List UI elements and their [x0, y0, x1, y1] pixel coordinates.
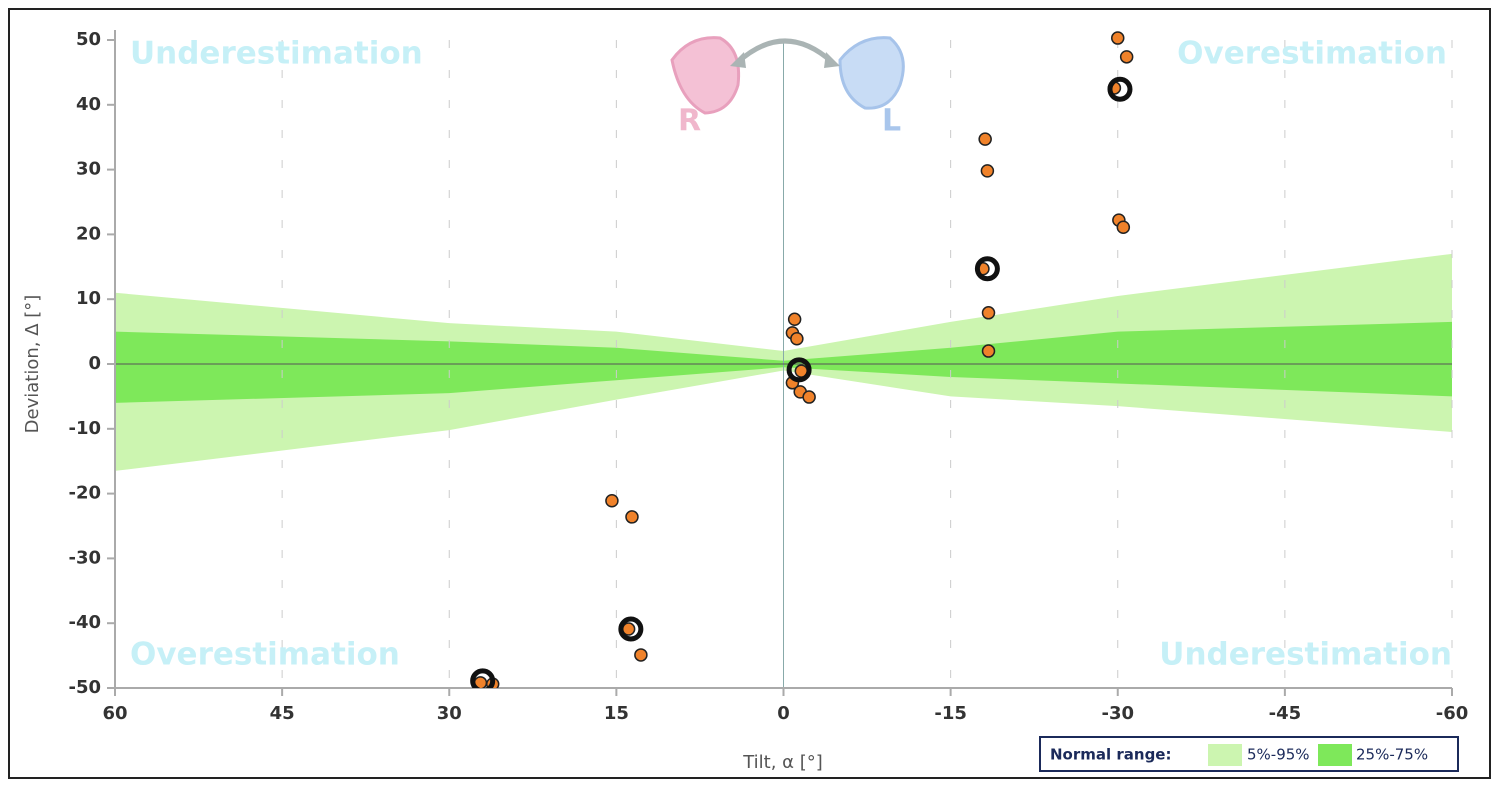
data-point — [1116, 220, 1131, 235]
arrow — [736, 38, 834, 64]
legend-box — [1039, 736, 1459, 772]
points — [470, 31, 1134, 688]
x-tick-label: -30 — [1101, 703, 1134, 724]
y-tick-label: 50 — [76, 29, 101, 50]
y-tick-label: 30 — [76, 159, 101, 180]
x-tick-label: 0 — [777, 703, 790, 724]
legend-title: Normal range: — [1050, 746, 1171, 764]
annotation: Overestimation — [130, 637, 400, 673]
x-tick-label: 15 — [604, 703, 629, 724]
y-tick-label: -10 — [68, 418, 101, 439]
legend-label: 5%-95% — [1247, 746, 1310, 764]
y-tick-label: 20 — [76, 223, 101, 244]
data-point — [980, 164, 995, 178]
data-point — [802, 390, 816, 404]
icon-label: L — [882, 104, 901, 139]
mean-marker — [470, 668, 496, 688]
y-tick-label: 0 — [88, 353, 101, 374]
icons: R L — [670, 36, 905, 139]
face-icon-r — [670, 36, 741, 115]
x-axis-label: Tilt, α [°] — [742, 752, 823, 773]
y-tick-label: -30 — [68, 547, 101, 568]
legend-swatch — [1208, 744, 1242, 766]
grid: 60 45 30 15 0 -15 -30 -45 -60 50 40 30 20 10 0 -10 -20 -3… — [68, 29, 1468, 724]
annotation: Overestimation — [1177, 36, 1447, 72]
mean-marker — [618, 616, 644, 642]
icon-label: R — [678, 104, 701, 139]
annotation: Underestimation — [130, 36, 423, 72]
data-point — [634, 648, 648, 662]
legend-label: 25%-75% — [1356, 746, 1428, 764]
data-point — [625, 510, 639, 524]
x-tick-label: 45 — [270, 703, 295, 724]
x-tick-label: 30 — [437, 703, 462, 724]
y-axis-label: Deviation, Δ [°] — [22, 295, 43, 434]
data-point — [978, 132, 992, 146]
legend: Normal range: 5%-95% 25%-75% — [1039, 736, 1459, 772]
y-tick-label: -20 — [68, 483, 101, 504]
arrow-heads — [730, 52, 840, 68]
x-tick-label: -45 — [1269, 703, 1302, 724]
data-point — [1119, 50, 1134, 64]
y-tick-label: 40 — [76, 94, 101, 115]
y-tick-label: -50 — [68, 677, 101, 698]
data-point — [790, 331, 804, 346]
legend-swatch — [1318, 744, 1352, 766]
mean-marker — [786, 357, 812, 383]
mean-marker — [1107, 76, 1133, 102]
x-tick-label: -60 — [1436, 703, 1469, 724]
face-icon-l — [838, 36, 905, 110]
y-tick-label: 10 — [76, 288, 101, 309]
data-point — [787, 312, 802, 327]
x-tick-label: 60 — [102, 703, 127, 724]
data-point — [1111, 31, 1125, 45]
data-point — [981, 344, 996, 358]
mean-marker — [974, 256, 1000, 282]
y-tick-label: -40 — [68, 612, 101, 633]
data-point — [605, 493, 619, 508]
annotation: Underestimation — [1159, 637, 1452, 673]
data-point — [981, 306, 996, 320]
x-tick-label: -15 — [934, 703, 967, 724]
